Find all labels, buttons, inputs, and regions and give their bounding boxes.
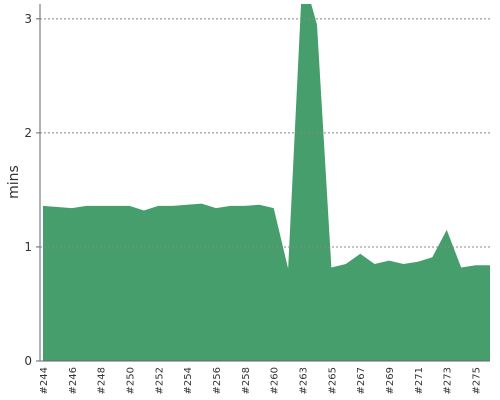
x-tick-label: #271 <box>414 367 425 394</box>
x-tick-label: #263 <box>299 367 310 394</box>
x-tick-label: #267 <box>356 367 367 394</box>
y-axis-label: mins <box>6 165 22 199</box>
area <box>43 4 490 361</box>
y-tick-label: 1 <box>24 240 32 254</box>
x-tick-label: #244 <box>39 367 50 394</box>
x-tick-label: #260 <box>270 367 281 394</box>
x-tick-label: #273 <box>443 367 454 394</box>
x-tick-label: #275 <box>472 367 483 394</box>
y-tick-label: 0 <box>24 354 32 368</box>
x-tick-label: #246 <box>68 367 79 394</box>
x-tick-label: #256 <box>212 367 223 394</box>
x-tick-label: #258 <box>241 367 252 394</box>
y-tick-label: 3 <box>24 12 32 26</box>
x-tick-label: #248 <box>97 367 108 394</box>
x-tick-label: #250 <box>126 367 137 394</box>
x-tick-label: #265 <box>327 367 338 394</box>
x-tick-label: #269 <box>385 367 396 394</box>
y-tick-label: 2 <box>24 126 32 140</box>
x-tick-label: #252 <box>154 367 165 394</box>
x-tick-label: #254 <box>183 367 194 394</box>
